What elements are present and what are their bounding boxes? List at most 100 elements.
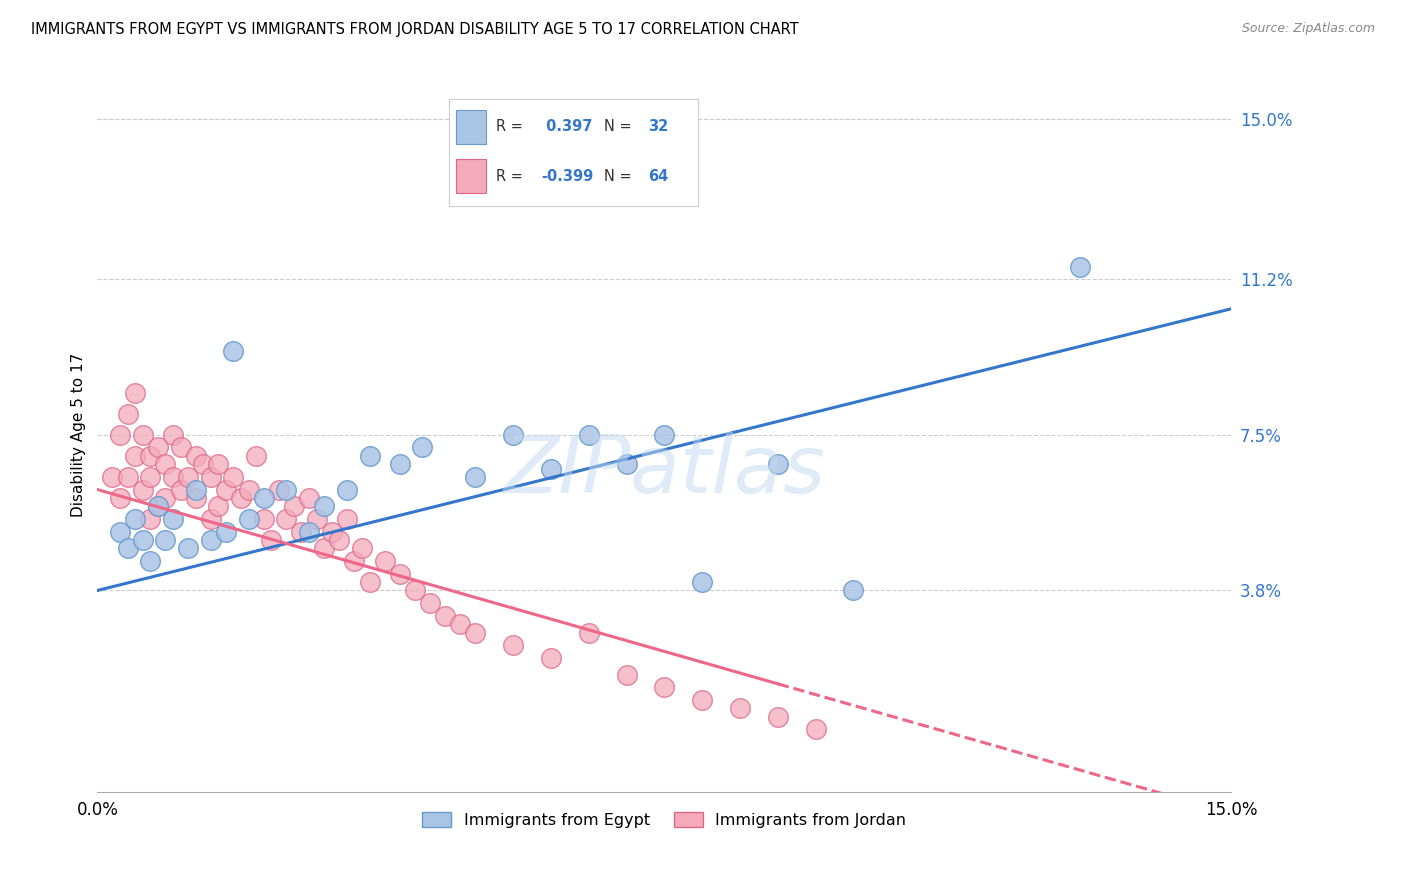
Point — [193, 458, 215, 472]
Point — [177, 470, 200, 484]
Point — [502, 428, 524, 442]
Point — [298, 524, 321, 539]
Point — [117, 470, 139, 484]
Point — [207, 458, 229, 472]
Point — [169, 441, 191, 455]
Point — [146, 500, 169, 514]
Point — [314, 541, 336, 556]
Point — [215, 483, 238, 497]
Point — [1069, 260, 1091, 274]
Y-axis label: Disability Age 5 to 17: Disability Age 5 to 17 — [72, 352, 86, 517]
Point — [184, 483, 207, 497]
Point — [139, 449, 162, 463]
Point — [146, 441, 169, 455]
Text: IMMIGRANTS FROM EGYPT VS IMMIGRANTS FROM JORDAN DISABILITY AGE 5 TO 17 CORRELATI: IMMIGRANTS FROM EGYPT VS IMMIGRANTS FROM… — [31, 22, 799, 37]
Point — [314, 500, 336, 514]
Point — [502, 638, 524, 652]
Text: ZIPatlas: ZIPatlas — [503, 432, 825, 509]
Point — [200, 470, 222, 484]
Point — [253, 491, 276, 505]
Point — [200, 512, 222, 526]
Point — [124, 385, 146, 400]
Point — [690, 693, 713, 707]
Point — [578, 625, 600, 640]
Point — [184, 449, 207, 463]
Point — [169, 483, 191, 497]
Point — [690, 575, 713, 590]
Point — [283, 500, 305, 514]
Point — [336, 512, 359, 526]
Point — [215, 524, 238, 539]
Point — [728, 701, 751, 715]
Point — [350, 541, 373, 556]
Point — [253, 512, 276, 526]
Point — [305, 512, 328, 526]
Point — [132, 483, 155, 497]
Point — [117, 407, 139, 421]
Point — [207, 500, 229, 514]
Point — [336, 483, 359, 497]
Point — [146, 500, 169, 514]
Point — [177, 541, 200, 556]
Point — [388, 458, 411, 472]
Point — [245, 449, 267, 463]
Point — [404, 583, 426, 598]
Point — [162, 428, 184, 442]
Point — [267, 483, 290, 497]
Point — [108, 428, 131, 442]
Point — [162, 470, 184, 484]
Point — [101, 470, 124, 484]
Point — [124, 512, 146, 526]
Point — [132, 428, 155, 442]
Point — [464, 470, 486, 484]
Point — [238, 483, 260, 497]
Point — [108, 491, 131, 505]
Point — [321, 524, 343, 539]
Point — [804, 723, 827, 737]
Point — [132, 533, 155, 547]
Point — [117, 541, 139, 556]
Point — [155, 458, 177, 472]
Text: Source: ZipAtlas.com: Source: ZipAtlas.com — [1241, 22, 1375, 36]
Point — [464, 625, 486, 640]
Point — [766, 709, 789, 723]
Point — [238, 512, 260, 526]
Point — [222, 343, 245, 358]
Point — [616, 458, 638, 472]
Legend: Immigrants from Egypt, Immigrants from Jordan: Immigrants from Egypt, Immigrants from J… — [416, 806, 912, 834]
Point — [374, 554, 396, 568]
Point — [139, 470, 162, 484]
Point — [155, 533, 177, 547]
Point — [434, 608, 457, 623]
Point — [540, 461, 562, 475]
Point — [411, 441, 433, 455]
Point — [162, 512, 184, 526]
Point — [449, 617, 471, 632]
Point — [200, 533, 222, 547]
Point — [124, 449, 146, 463]
Point — [654, 428, 676, 442]
Point — [222, 470, 245, 484]
Point — [616, 667, 638, 681]
Point — [328, 533, 350, 547]
Point — [108, 524, 131, 539]
Point — [540, 650, 562, 665]
Point — [359, 449, 381, 463]
Point — [290, 524, 312, 539]
Point — [276, 483, 298, 497]
Point — [359, 575, 381, 590]
Point — [155, 491, 177, 505]
Point — [842, 583, 865, 598]
Point — [139, 554, 162, 568]
Point — [766, 458, 789, 472]
Point — [139, 512, 162, 526]
Point — [388, 566, 411, 581]
Point — [343, 554, 366, 568]
Point — [298, 491, 321, 505]
Point — [276, 512, 298, 526]
Point — [578, 428, 600, 442]
Point — [260, 533, 283, 547]
Point — [419, 596, 441, 610]
Point — [184, 491, 207, 505]
Point — [229, 491, 252, 505]
